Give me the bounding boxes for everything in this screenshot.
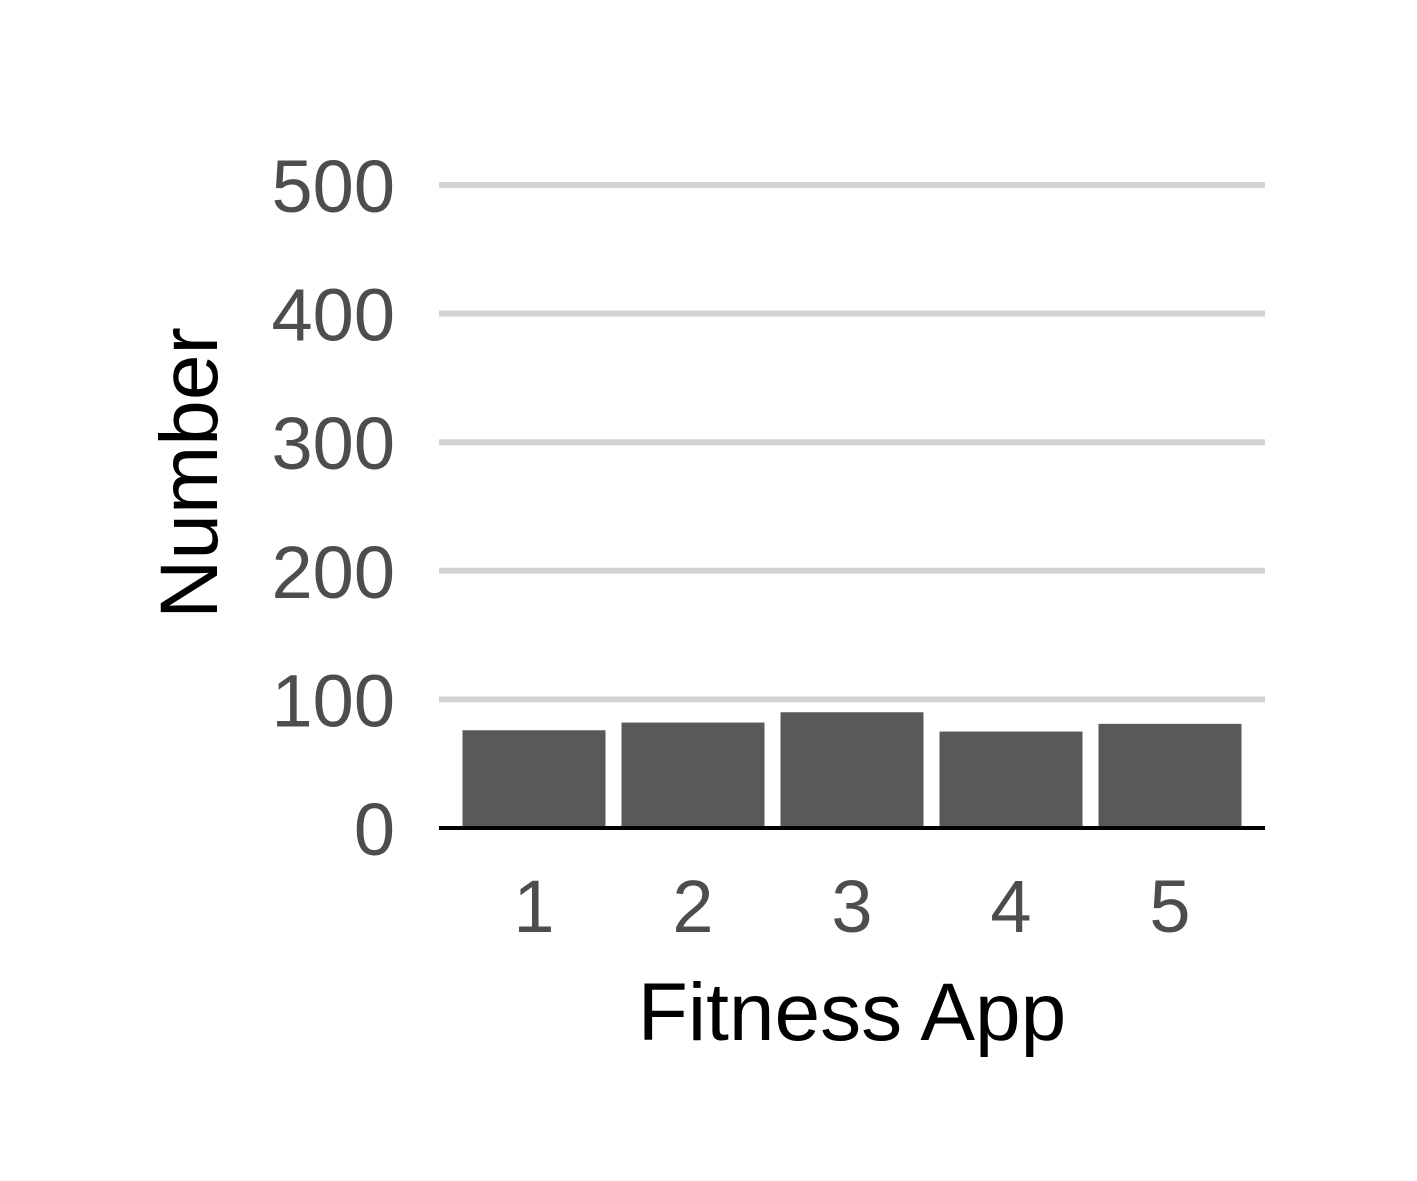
bar-5 xyxy=(1098,723,1242,828)
x-tick-label: 4 xyxy=(990,865,1031,948)
y-tick-label: 0 xyxy=(354,788,395,871)
y-tick-labels: 0 100 200 300 400 500 xyxy=(272,145,395,871)
bar-3 xyxy=(780,712,924,828)
x-tick-label: 5 xyxy=(1149,865,1190,948)
bars xyxy=(462,712,1242,828)
bar-1 xyxy=(462,730,606,828)
x-tick-label: 1 xyxy=(513,865,554,948)
y-axis-title: Number xyxy=(144,327,235,619)
y-tick-label: 300 xyxy=(272,402,395,485)
y-tick-label: 200 xyxy=(272,531,395,614)
y-tick-label: 400 xyxy=(272,274,395,357)
x-tick-labels: 1 2 3 4 5 xyxy=(513,865,1190,948)
x-tick-label: 2 xyxy=(672,865,713,948)
bar-4 xyxy=(939,731,1083,828)
y-tick-label: 500 xyxy=(272,145,395,228)
x-tick-label: 3 xyxy=(831,865,872,948)
y-tick-label: 100 xyxy=(272,659,395,742)
gridlines xyxy=(439,182,1265,703)
x-axis-title: Fitness App xyxy=(638,967,1066,1058)
bar-2 xyxy=(621,722,765,828)
